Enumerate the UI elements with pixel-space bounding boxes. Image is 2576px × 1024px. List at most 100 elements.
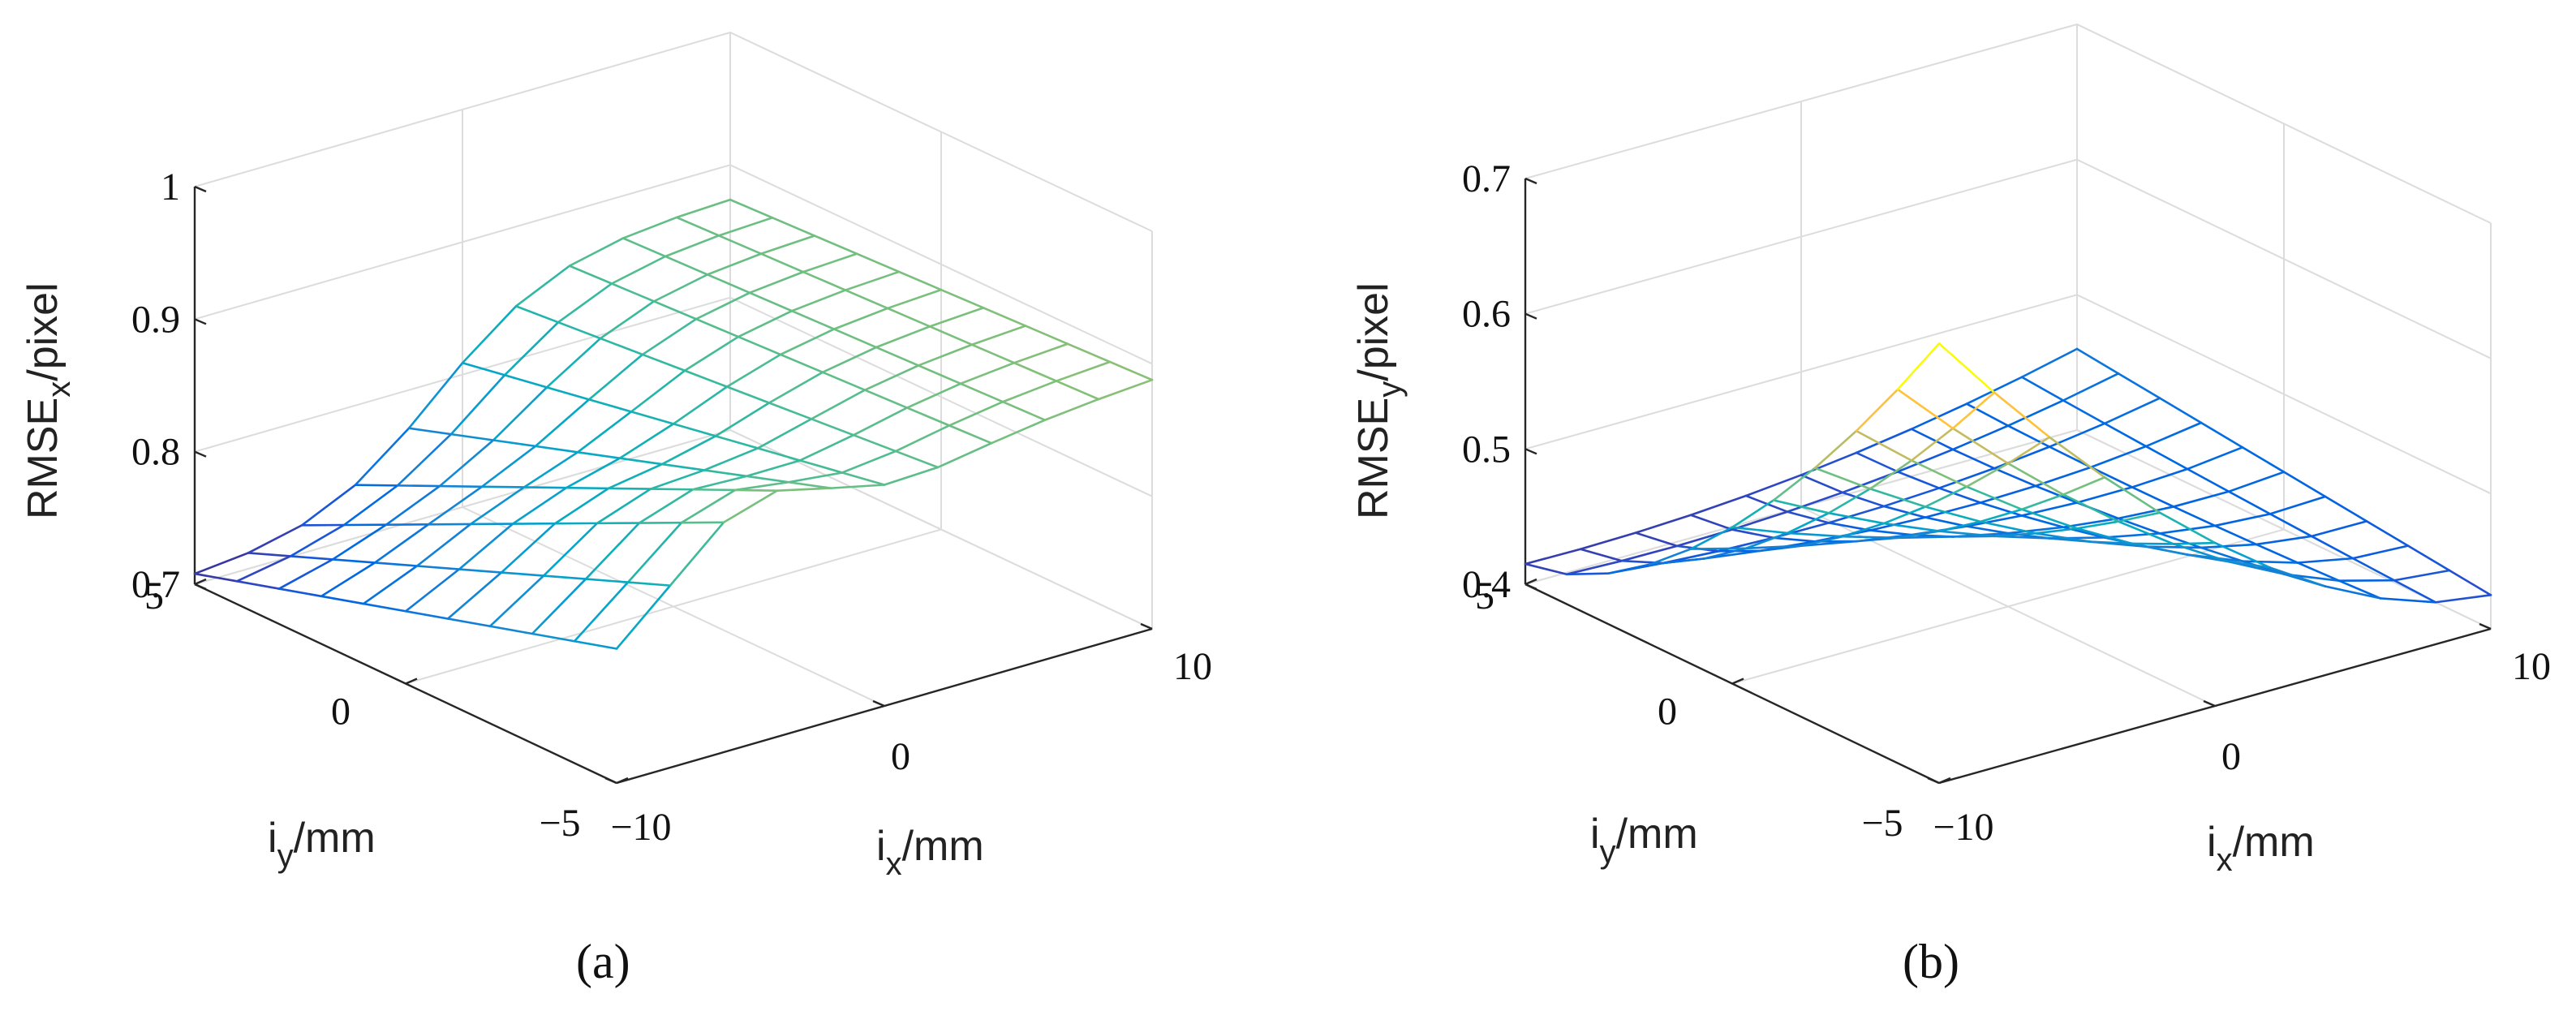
panel-b-mesh-segment (2337, 579, 2382, 600)
panel-a-mesh-segment (531, 632, 576, 643)
panel-a-mesh-segment (576, 450, 621, 459)
panel-a-mesh-segment (480, 445, 537, 488)
panel-a-mesh-segment (193, 552, 250, 575)
panel-b-mesh-segment (1993, 532, 2037, 538)
panel-a-mesh-segment (810, 389, 867, 420)
panel-a-mesh-segment (599, 300, 656, 340)
panel-a-mesh-segment (488, 574, 545, 628)
panel-b-ylabel: iy/mm (1590, 811, 1698, 870)
panel-b-mesh-segment (1951, 448, 1996, 470)
panel-a-y-tick-label: 5 (144, 574, 164, 617)
panel-b-mesh-segment (1937, 520, 1982, 532)
panel-a-mesh-segment (821, 346, 878, 374)
panel-b-mesh-segment (2020, 493, 2065, 511)
panel-b-mesh-segment (1896, 388, 1955, 430)
panel-b-mesh-segment (2310, 520, 2368, 538)
panel-a-mesh-segment (514, 305, 560, 324)
panel-a-mesh-segment (630, 411, 675, 425)
panel-b-zgrid (1525, 23, 2492, 224)
panel-b: −10 0 10 5 0 −5 0.4 0.5 0.6 0.7 (1462, 23, 2551, 849)
panel-b-mesh-segment (2131, 542, 2189, 556)
panel-a-mesh-segment (970, 325, 1027, 346)
panel-a-mesh-segment (790, 289, 847, 312)
panel-a-mesh-segment (573, 581, 630, 643)
panel-b-mesh-segment (1965, 402, 2010, 427)
panel-a-mesh-segment (557, 321, 602, 340)
panel-a-mesh-segment (362, 602, 407, 613)
panel-a-mesh-segment (894, 424, 951, 453)
panel-a-mesh-segment (675, 216, 720, 237)
panel-b-mesh-segment (1800, 535, 1844, 547)
panel-a-mesh-segment (672, 385, 729, 425)
panel-a-mesh-segment (584, 578, 630, 583)
panel-b-mesh-segment (1579, 548, 1623, 562)
panel-a-mesh-segment (618, 423, 675, 459)
panel-b-mesh-segment (1896, 536, 1955, 540)
panel-b-z-tick (1525, 177, 1537, 185)
panel-b-mesh-segment (1965, 514, 2023, 527)
panel-a-mesh-segment (458, 568, 503, 574)
panel-b-mesh-segment (2227, 560, 2272, 569)
panel-b-zgrid (1525, 158, 2492, 359)
panel-a-mesh-segment (607, 463, 664, 490)
panel-b-mesh-segment (2006, 399, 2065, 427)
panel-a-mesh-segment (641, 317, 698, 356)
panel-a-mesh-segment (404, 609, 449, 620)
panel-b-mesh-segment (2351, 544, 2410, 560)
panel-a-mesh-segment (354, 484, 399, 487)
panel-b-mesh-segment (2241, 560, 2299, 564)
panel-b-y-tick-label: −5 (1861, 802, 1903, 845)
panel-b-zlabel-main: RMSE (1350, 398, 1397, 519)
panel-a-mesh-segment (894, 450, 940, 469)
panel-a-mesh-segment (832, 328, 878, 349)
panel-b-mesh-segment (1937, 530, 1996, 538)
panel-a-mesh-segment (669, 521, 725, 587)
panel-a-mesh-segment (917, 364, 962, 385)
panel-a-mesh-segment (542, 574, 587, 580)
panel-b-mesh-segment (1786, 512, 1830, 535)
panel-b-zgrid (1525, 428, 2492, 630)
panel-a-mesh-segment (917, 343, 974, 367)
panel-b-mesh-segment (2117, 506, 2175, 520)
panel-a-mesh-segment (621, 237, 667, 258)
panel-a-mesh-segment (277, 558, 334, 590)
panel-a-z-tick-label: 0.8 (131, 431, 180, 474)
panel-a-mesh-segment (940, 288, 985, 309)
panel-a-mesh-segment (990, 419, 1047, 445)
panel-a-z-tick (194, 318, 207, 325)
panel-a-mesh-segment (821, 371, 867, 391)
panel-a-mesh-segment (587, 398, 633, 413)
panel-a-mesh-segment (680, 488, 737, 524)
panel-a-mesh-segment (1001, 400, 1047, 421)
panel-a-mesh-segment (729, 198, 774, 219)
panel-a-mesh-segment (841, 450, 897, 474)
panel-a-mesh-segment (706, 273, 751, 295)
panel-a-mesh-segment (748, 270, 805, 295)
panel-a-mesh-segment (300, 484, 357, 527)
panel-a-mesh-segment (531, 578, 587, 635)
panel-b-mesh-segment (1869, 529, 1913, 536)
panel-a-mesh-segment (557, 282, 613, 324)
panel-a-mesh-segment (675, 198, 732, 219)
panel-a-mesh-segment (500, 571, 545, 577)
panel-b-mesh-segment (1606, 563, 1651, 575)
panel-a-mesh-segment (844, 289, 889, 310)
panel-b-mesh-segment (1924, 485, 1968, 508)
panel-a-mesh-segment (438, 439, 495, 488)
panel-a-mesh-segment (948, 424, 993, 445)
panel-a-mesh-segment (733, 480, 790, 492)
panel-a-mesh-segment (1066, 342, 1112, 364)
panel-a-mesh-segment (1043, 398, 1100, 421)
panel-a-xlabel: ix/mm (876, 823, 984, 882)
panel-b-mesh-segment (2048, 445, 2092, 469)
panel-b-x-tick-label: 0 (2221, 735, 2241, 778)
panel-a-mesh-segment (500, 522, 557, 574)
panel-b-mesh-segment (2158, 511, 2217, 544)
panel-a-mesh-segment (959, 382, 1004, 403)
panel-b-surface-mesh (1524, 342, 2492, 604)
panel-b-mesh-segment (1924, 506, 1982, 523)
panel-b-x-tick (1927, 777, 1940, 785)
panel-a-mesh-segment (745, 459, 802, 478)
panel-b-mesh-segment (2393, 569, 2451, 582)
panel-a-mesh-segment (415, 565, 461, 570)
